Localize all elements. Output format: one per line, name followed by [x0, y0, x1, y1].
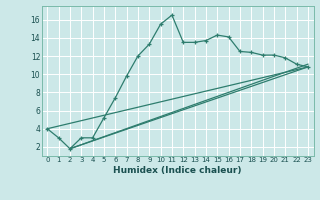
- X-axis label: Humidex (Indice chaleur): Humidex (Indice chaleur): [113, 166, 242, 175]
